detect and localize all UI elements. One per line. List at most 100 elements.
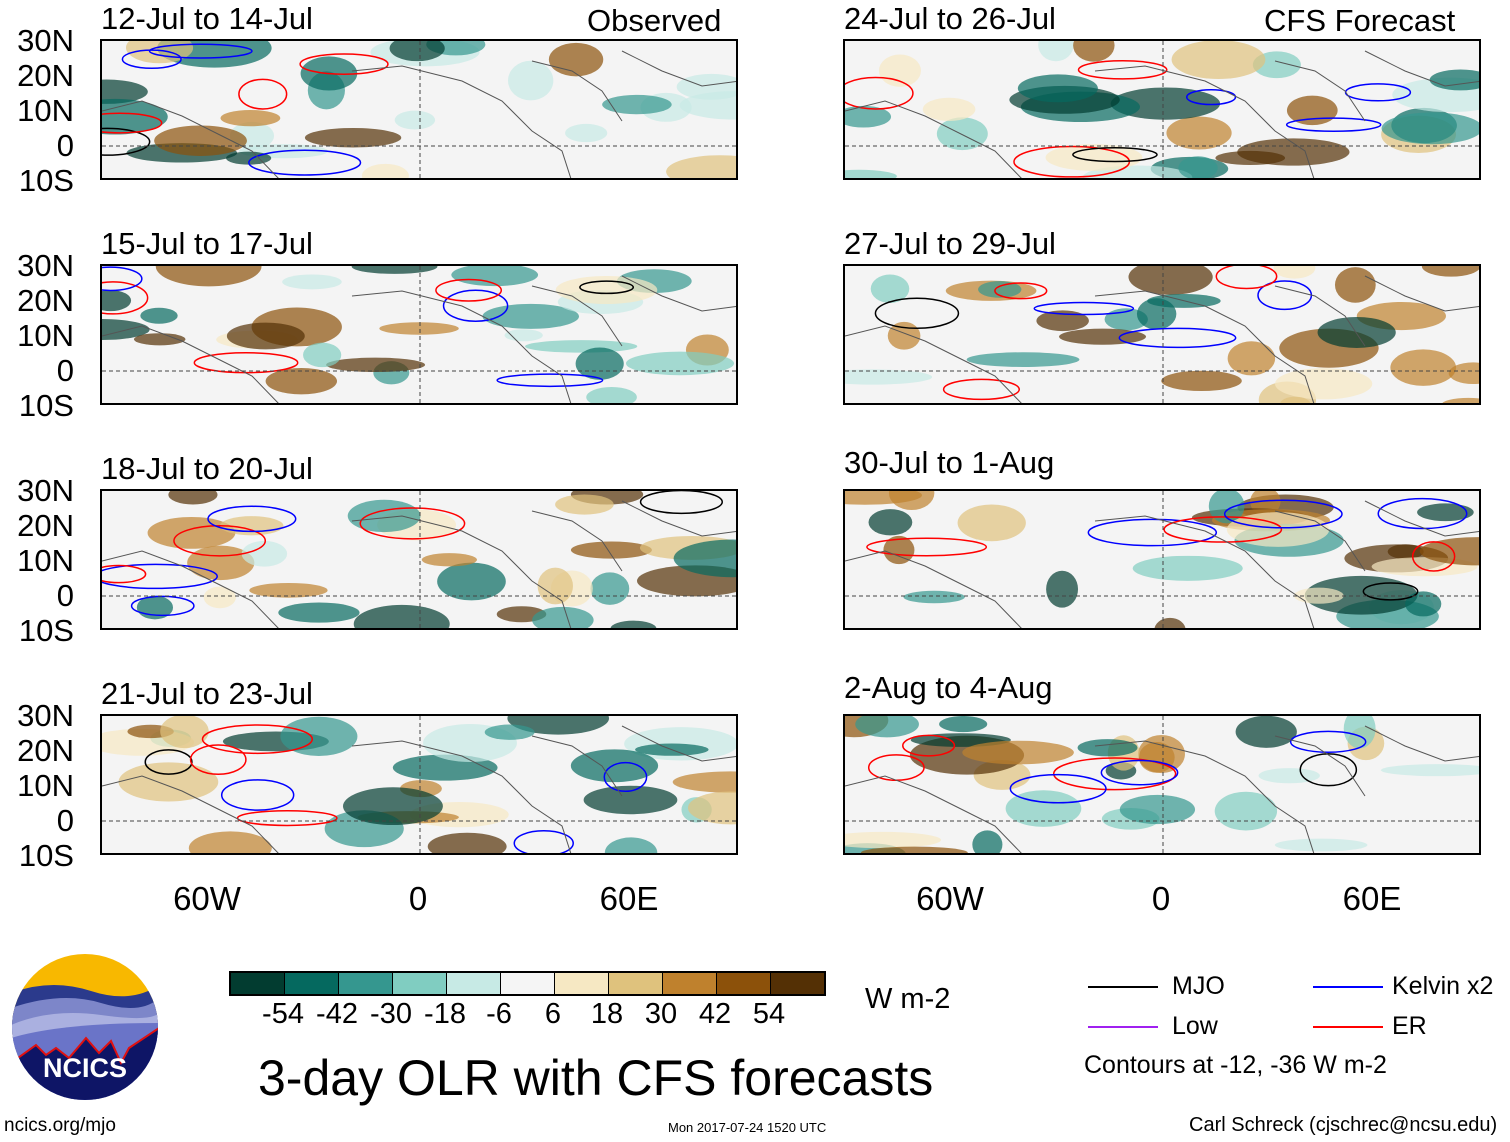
contour — [874, 297, 960, 330]
olr-anomaly — [1215, 150, 1286, 166]
olr-anomaly — [1046, 570, 1079, 608]
olr-anomaly — [249, 582, 328, 598]
olr-anomaly — [602, 94, 672, 115]
olr-anomaly — [845, 169, 897, 178]
olr-anomaly — [1227, 341, 1276, 376]
olr-map-panel — [100, 39, 738, 180]
y-tick-label: 10S — [18, 388, 74, 423]
coastline — [845, 500, 1479, 628]
colorbar-label: 42 — [698, 998, 732, 1030]
olr-anomaly — [1119, 794, 1196, 825]
x-tick-label: 0 — [408, 880, 428, 917]
contour — [845, 76, 914, 110]
legend-mjo: MJO — [1172, 972, 1225, 1000]
olr-anomaly — [1073, 41, 1115, 62]
colorbar-label: -18 — [424, 998, 466, 1030]
contour — [1285, 117, 1382, 132]
olr-anomaly — [154, 125, 247, 156]
olr-anomaly — [278, 602, 360, 623]
coastline — [102, 725, 736, 853]
coastline — [845, 725, 1479, 853]
contour-note: Contours at -12, -36 W m-2 — [1084, 1051, 1387, 1079]
olr-anomaly — [342, 787, 443, 826]
y-tick-label: 10S — [18, 613, 74, 648]
panel-title: 21-Jul to 23-Jul — [101, 676, 313, 711]
contour — [942, 378, 1020, 401]
y-tick-label: 30N — [17, 698, 74, 733]
svg-text:NCICS: NCICS — [43, 1053, 127, 1083]
olr-anomaly — [1343, 716, 1376, 749]
olr-anomaly — [427, 832, 507, 853]
olr-anomaly — [978, 281, 1022, 298]
olr-anomaly — [1273, 266, 1316, 279]
colorbar-swatch — [771, 973, 824, 994]
olr-anomaly — [1178, 156, 1218, 178]
y-tick-label: 0 — [56, 128, 74, 163]
x-tick-label: 60E — [1342, 880, 1402, 917]
colorbar-swatch — [555, 973, 609, 994]
olr-anomaly — [379, 322, 459, 335]
olr-anomaly — [1381, 112, 1479, 145]
olr-anomaly — [1380, 764, 1479, 777]
contour — [189, 744, 247, 776]
olr-anomaly — [972, 830, 1003, 853]
olr-anomaly — [102, 319, 150, 341]
panel-title: 30-Jul to 1-Aug — [844, 445, 1055, 480]
olr-anomaly — [241, 540, 288, 567]
olr-anomaly — [1442, 397, 1479, 403]
olr-anomaly — [845, 831, 942, 849]
contour — [1087, 518, 1218, 547]
olr-map-panel — [843, 39, 1481, 180]
olr-anomaly — [922, 97, 976, 121]
olr-anomaly — [282, 274, 342, 290]
olr-anomaly — [565, 123, 608, 143]
olr-anomaly — [226, 322, 305, 350]
colorbar-swatch — [501, 973, 555, 994]
contour — [238, 78, 288, 110]
olr-anomaly — [586, 386, 637, 403]
contour — [902, 734, 956, 757]
contour — [866, 537, 988, 557]
olr-anomaly — [265, 367, 338, 395]
olr-anomaly — [1132, 555, 1243, 581]
olr-anomaly — [672, 771, 736, 793]
colorbar-swatch — [663, 973, 717, 994]
contour — [193, 351, 299, 374]
contour — [1077, 59, 1168, 80]
colorbar-label: -30 — [370, 998, 412, 1030]
site-url[interactable]: ncics.org/mjo — [4, 1115, 116, 1136]
olr-anomaly — [140, 307, 178, 324]
olr-anomaly — [168, 491, 218, 505]
olr-anomaly — [679, 91, 736, 120]
olr-anomaly — [389, 41, 445, 62]
olr-anomaly — [666, 155, 736, 178]
contour — [1289, 730, 1367, 753]
contour — [435, 278, 503, 302]
olr-anomaly — [555, 275, 658, 304]
contour — [1377, 497, 1468, 530]
olr-anomaly — [845, 369, 933, 385]
olr-anomaly — [203, 586, 236, 609]
olr-anomaly — [1154, 617, 1186, 628]
contour — [1185, 88, 1237, 106]
olr-anomaly — [590, 572, 630, 605]
y-tick-label: 10N — [17, 768, 74, 803]
colorbar-swatch — [393, 973, 447, 994]
olr-anomaly — [1304, 575, 1418, 615]
y-tick-label: 30N — [17, 473, 74, 508]
olr-anomaly — [1317, 316, 1396, 348]
olr-anomaly — [361, 163, 409, 178]
legend-kelvin: Kelvin x2 — [1392, 972, 1494, 1000]
olr-anomaly — [555, 494, 614, 515]
colorbar-label: -54 — [262, 998, 304, 1030]
x-tick-label: 60W — [173, 880, 241, 917]
contour — [102, 564, 147, 584]
olr-anomaly — [1226, 512, 1330, 547]
colorbar-label: 18 — [590, 998, 624, 1030]
contour — [236, 809, 338, 827]
y-tick-label: 20N — [17, 508, 74, 543]
contour — [1299, 753, 1358, 787]
colorbar — [229, 971, 826, 996]
olr-anomaly — [855, 716, 919, 738]
y-tick-label: 0 — [56, 578, 74, 613]
